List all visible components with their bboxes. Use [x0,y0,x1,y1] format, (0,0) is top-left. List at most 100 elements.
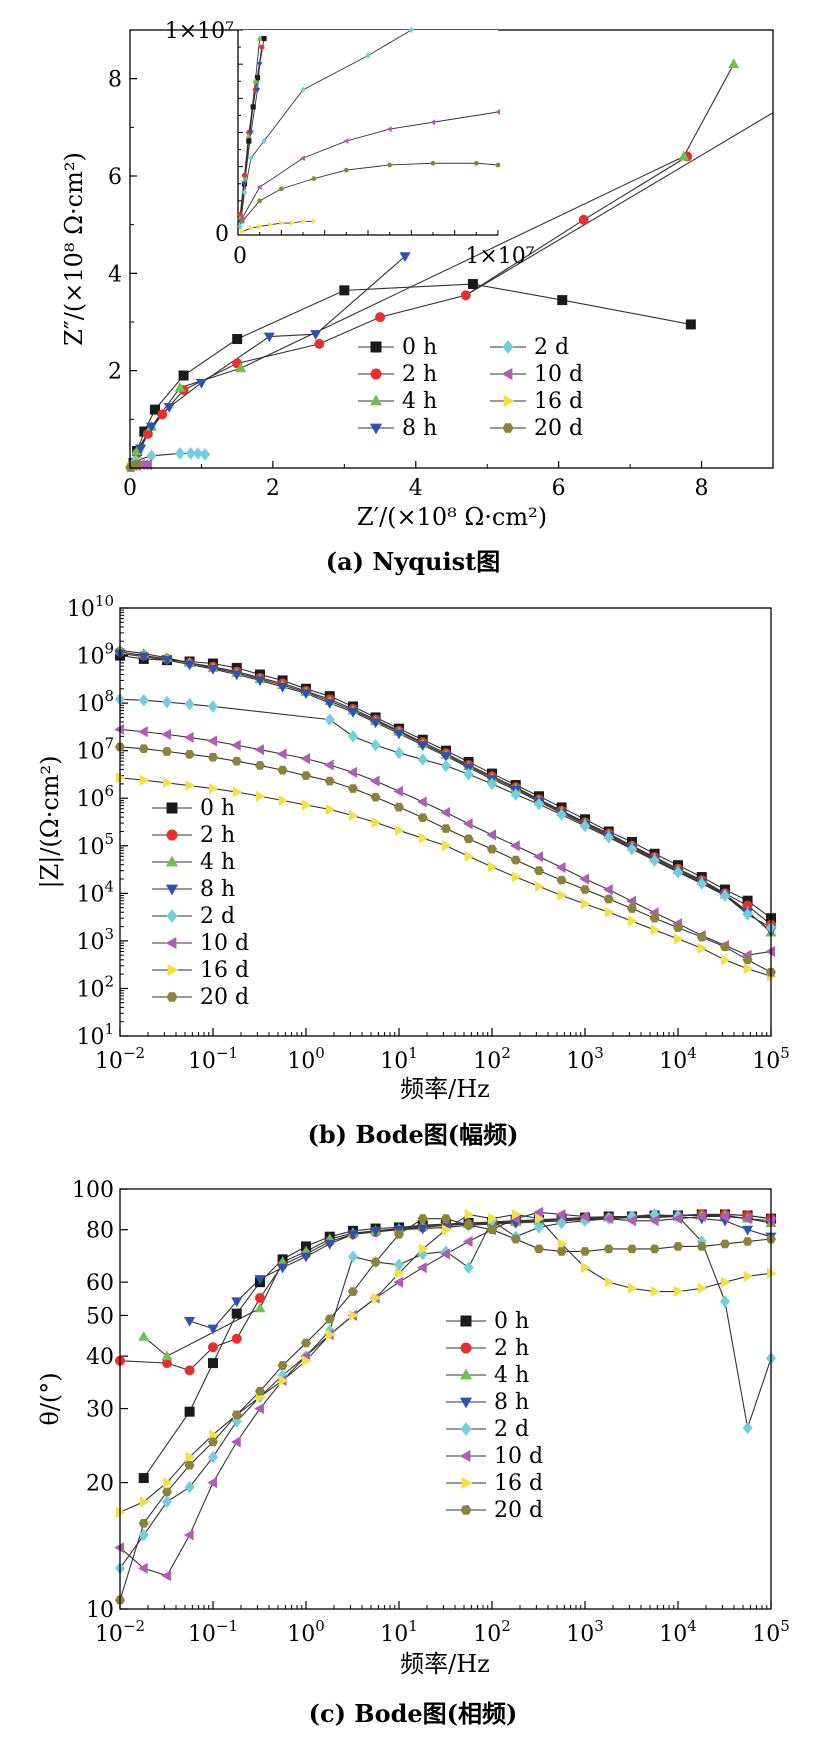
nyquist-y-tick-label: 8 [108,68,122,93]
bode-magnitude-point-10-d [254,744,264,756]
nyquist-inset-point-10-d [343,138,349,144]
nyquist-point-4-h [728,58,740,69]
bode-phase-point-10-d [230,1436,241,1448]
nyquist-inset-x-label-max: 1×10⁷ [465,244,534,269]
nyquist-legend-marker-2-d [502,340,514,354]
bode-magnitude-point-20-d [696,932,707,942]
bode-phase-point-8-h [184,1316,196,1327]
nyquist-legend-label-16-d: 16 d [534,389,583,414]
bode-phase-point-20-d [649,1244,660,1254]
nyquist-inset-point-10-d [300,155,306,161]
bode-magnitude-point-20-d [719,942,730,952]
nyquist-legend-marker-16-d [503,394,515,408]
bode-phase-point-0-h [184,1406,195,1417]
nyquist-inset-point-0-h [261,35,267,42]
nyquist-inset-point-4-h [256,35,263,41]
bode-phase-point-20-d [487,1225,497,1235]
bode-phase-point-16-d [325,1329,336,1341]
bode-phase-point-20-d [254,1386,265,1396]
bode-phase-point-10-d [440,1248,450,1260]
bode-phase-legend-marker-16-d [461,1476,473,1490]
bode-phase-point-10-d [254,1403,264,1415]
nyquist-y-tick-label: 6 [108,165,122,190]
nyquist-x-tick-label: 6 [552,476,566,501]
nyquist-point-20-d [132,459,143,469]
bode-phase-legend-marker-2-h [460,1342,472,1354]
bode-phase-point-20-d [463,1220,474,1230]
bode-magnitude-point-8-h [417,741,429,751]
bode-phase-point-20-d [626,1244,637,1254]
bode-magnitude-point-10-d [114,723,124,735]
bode-magnitude-legend-label-10-d: 10 d [200,931,249,956]
bode-magnitude-point-16-d [395,824,405,836]
nyquist-y-tick-label: 2 [108,360,122,385]
bode-magnitude-point-8-h [393,729,405,740]
bode-phase-point-16-d [697,1282,708,1294]
bode-magnitude-point-16-d [232,786,243,798]
nyquist-inset-point-16-d [290,220,296,226]
bode-magnitude-point-10-d [323,759,334,771]
bode-phase-point-16-d [674,1286,684,1298]
bode-magnitude-y-tick-label: 109 [76,640,114,670]
nyquist-legend-label-8-h: 8 h [402,416,437,441]
bode-phase-point-0-h [138,1473,149,1484]
bode-magnitude-point-20-d [161,747,172,756]
bode-magnitude-x-tick-label: 104 [659,1044,697,1074]
nyquist-inset-point-8-h [241,181,248,187]
nyquist-inset-point-2-h [259,44,265,50]
bode-phase-point-20-d [301,1338,311,1348]
nyquist-inset-point-8-h [248,130,254,136]
bode-magnitude-point-10-d [393,785,403,797]
bode-phase-point-8-h [347,1230,359,1241]
nyquist-x-tick-label: 0 [123,476,137,501]
nyquist-point-2-d [185,447,196,460]
bode-phase-point-16-d [767,1267,777,1279]
nyquist-y-axis-title: Z″/(×10⁸ Ω·cm²) [60,152,88,346]
bode-phase-point-8-h [277,1263,289,1274]
bode-phase-legend-label-4-h: 4 h [494,1363,529,1388]
bode-magnitude-point-16-d [185,780,196,792]
bode-phase-point-10-d [602,1213,613,1225]
bode-phase-point-20-d [742,1237,753,1246]
bode-magnitude-legend-marker-10-d [165,936,177,950]
bode-magnitude-point-20-d [626,904,637,913]
nyquist-point-2-d [192,447,203,460]
nyquist-point-2-h [142,428,153,439]
bode-phase-point-2-d [138,1528,149,1542]
bode-magnitude-x-tick-label: 10−1 [188,1044,238,1074]
nyquist-legend-marker-20-d [502,423,514,433]
nyquist-inset-point-16-d [257,223,263,230]
bode-phase-point-10-d [207,1477,217,1489]
bode-phase-legend: 0 h2 h4 h8 h2 d10 d16 d20 d [446,1309,543,1523]
bode-phase-point-8-h [231,1297,243,1308]
bode-magnitude-legend-marker-4-h [165,855,179,867]
bode-phase-point-2-d [208,1450,218,1464]
bode-magnitude-point-16-d [371,816,382,828]
nyquist-legend-label-2-d: 2 d [534,335,569,360]
nyquist-inset-point-0-h [250,104,256,110]
nyquist-point-8-h [163,403,175,413]
bode-magnitude-point-20-d [370,792,381,802]
bode-magnitude-point-10-d [347,766,357,778]
nyquist-inset-point-16-d [240,228,246,235]
bode-magnitude-legend-label-0-h: 0 h [200,796,235,821]
bode-phase-point-8-h [417,1224,429,1235]
bode-phase-point-10-d [137,1562,148,1574]
bode-phase-point-2-h [184,1365,195,1376]
bode-phase-point-2-d [184,1480,195,1494]
bode-phase-y-tick-label: 30 [86,1398,114,1423]
bode-magnitude-point-20-d [347,784,358,793]
bode-magnitude-point-20-d [603,894,614,904]
bode-phase-x-tick-label: 101 [380,1617,418,1647]
bode-magnitude-point-16-d [743,963,754,975]
bode-phase-point-16-d [185,1451,196,1463]
bode-magnitude-plot-area: 10−2 10−1 100 101 102 103 104 105 101 102 103 104 10… [67,592,790,1074]
bode-magnitude-point-20-d [440,824,451,833]
bode-magnitude-point-2-d [370,738,381,752]
bode-magnitude-x-tick-label: 10−2 [95,1044,145,1074]
bode-phase-point-4-h [138,1330,150,1341]
bode-magnitude-point-2-d [510,788,521,801]
bode-phase-point-4-h [254,1302,266,1313]
bode-magnitude-point-2-d [208,700,218,713]
